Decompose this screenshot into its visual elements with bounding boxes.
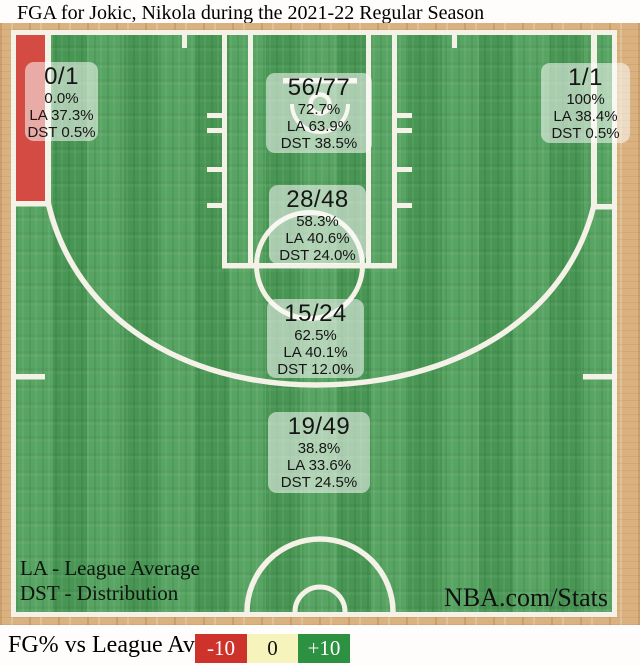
zone-distribution: DST 12.0% xyxy=(277,361,354,378)
zone-league-avg: LA 63.9% xyxy=(286,118,352,135)
zone-stat-left-corner-3: 0/1 0.0% LA 37.3% DST 0.5% xyxy=(25,62,98,141)
zone-made-attempts: 0/1 xyxy=(44,63,79,90)
baseline-tick-left xyxy=(182,35,187,48)
nba-stats-watermark: NBA.com/Stats xyxy=(444,583,608,612)
zone-distribution: DST 24.5% xyxy=(280,474,358,491)
three-point-arc xyxy=(45,201,597,388)
legend-swatch-below-average: -10 xyxy=(195,634,247,663)
zone-fg-pct: 58.3% xyxy=(296,213,339,230)
lane-line-outer-left xyxy=(222,35,227,268)
lane-hash-left-3 xyxy=(207,167,222,172)
zone-distribution: DST 0.5% xyxy=(551,125,620,142)
zone-fg-pct: 62.5% xyxy=(294,327,337,344)
baseline-tick-right xyxy=(452,35,457,48)
zone-stat-mid-range: 15/24 62.5% LA 40.1% DST 12.0% xyxy=(267,299,364,378)
corner-cap-right xyxy=(591,204,612,210)
footnote-distribution: DST - Distribution xyxy=(20,581,179,605)
zone-stat-in-the-paint: 28/48 58.3% LA 40.6% DST 24.0% xyxy=(269,185,366,264)
color-legend: FG% vs League Avg. -10 0 +10 xyxy=(0,625,640,666)
midcourt-hash-right xyxy=(583,374,612,380)
zone-made-attempts: 19/49 xyxy=(287,413,351,440)
zone-distribution: DST 38.5% xyxy=(280,135,358,152)
zone-made-attempts: 15/24 xyxy=(284,300,347,327)
zone-league-avg: LA 37.3% xyxy=(29,107,94,124)
zone-made-attempts: 1/1 xyxy=(568,64,603,91)
lane-line-inner-left xyxy=(248,35,253,263)
lane-hash-right-3 xyxy=(397,167,412,172)
legend-swatch-above-average: +10 xyxy=(298,634,350,663)
zone-stat-above-break-3: 19/49 38.8% LA 33.6% DST 24.5% xyxy=(268,412,370,493)
zone-distribution: DST 0.5% xyxy=(27,124,96,141)
zone-fg-pct: 0.0% xyxy=(44,90,79,107)
zone-league-avg: LA 40.6% xyxy=(285,230,350,247)
zone-fg-pct: 72.7% xyxy=(297,101,341,118)
corner-cap-left xyxy=(16,201,51,207)
lane-hash-left-1 xyxy=(207,113,222,118)
page-title: FGA for Jokic, Nikola during the 2021-22… xyxy=(17,2,485,24)
zone-fg-pct: 38.8% xyxy=(297,440,341,457)
zone-stat-restricted-area: 56/77 72.7% LA 63.9% DST 38.5% xyxy=(266,73,372,153)
zone-league-avg: LA 33.6% xyxy=(286,457,352,474)
zone-stat-right-corner-3: 1/1 100% LA 38.4% DST 0.5% xyxy=(541,63,630,143)
lane-hash-right-4 xyxy=(397,203,412,208)
lane-hash-right-2 xyxy=(397,128,412,133)
midcourt-hash-left xyxy=(16,374,45,380)
zone-distribution: DST 24.0% xyxy=(279,247,356,264)
zone-league-avg: LA 38.4% xyxy=(553,108,618,125)
zone-made-attempts: 28/48 xyxy=(286,186,349,213)
zone-league-avg: LA 40.1% xyxy=(283,344,348,361)
free-throw-line xyxy=(222,263,397,269)
footnote-league-average: LA - League Average xyxy=(20,556,200,580)
lane-hash-left-4 xyxy=(207,203,222,208)
lane-line-outer-right xyxy=(392,35,397,268)
center-circle-inner xyxy=(292,584,348,612)
center-circle-outer xyxy=(244,536,396,612)
legend-label: FG% vs League Avg. xyxy=(8,632,213,658)
zone-made-attempts: 56/77 xyxy=(287,74,351,101)
lane-hash-right-1 xyxy=(397,113,412,118)
legend-swatch-average: 0 xyxy=(247,634,298,663)
lane-hash-left-2 xyxy=(207,128,222,133)
zone-fg-pct: 100% xyxy=(566,91,605,108)
